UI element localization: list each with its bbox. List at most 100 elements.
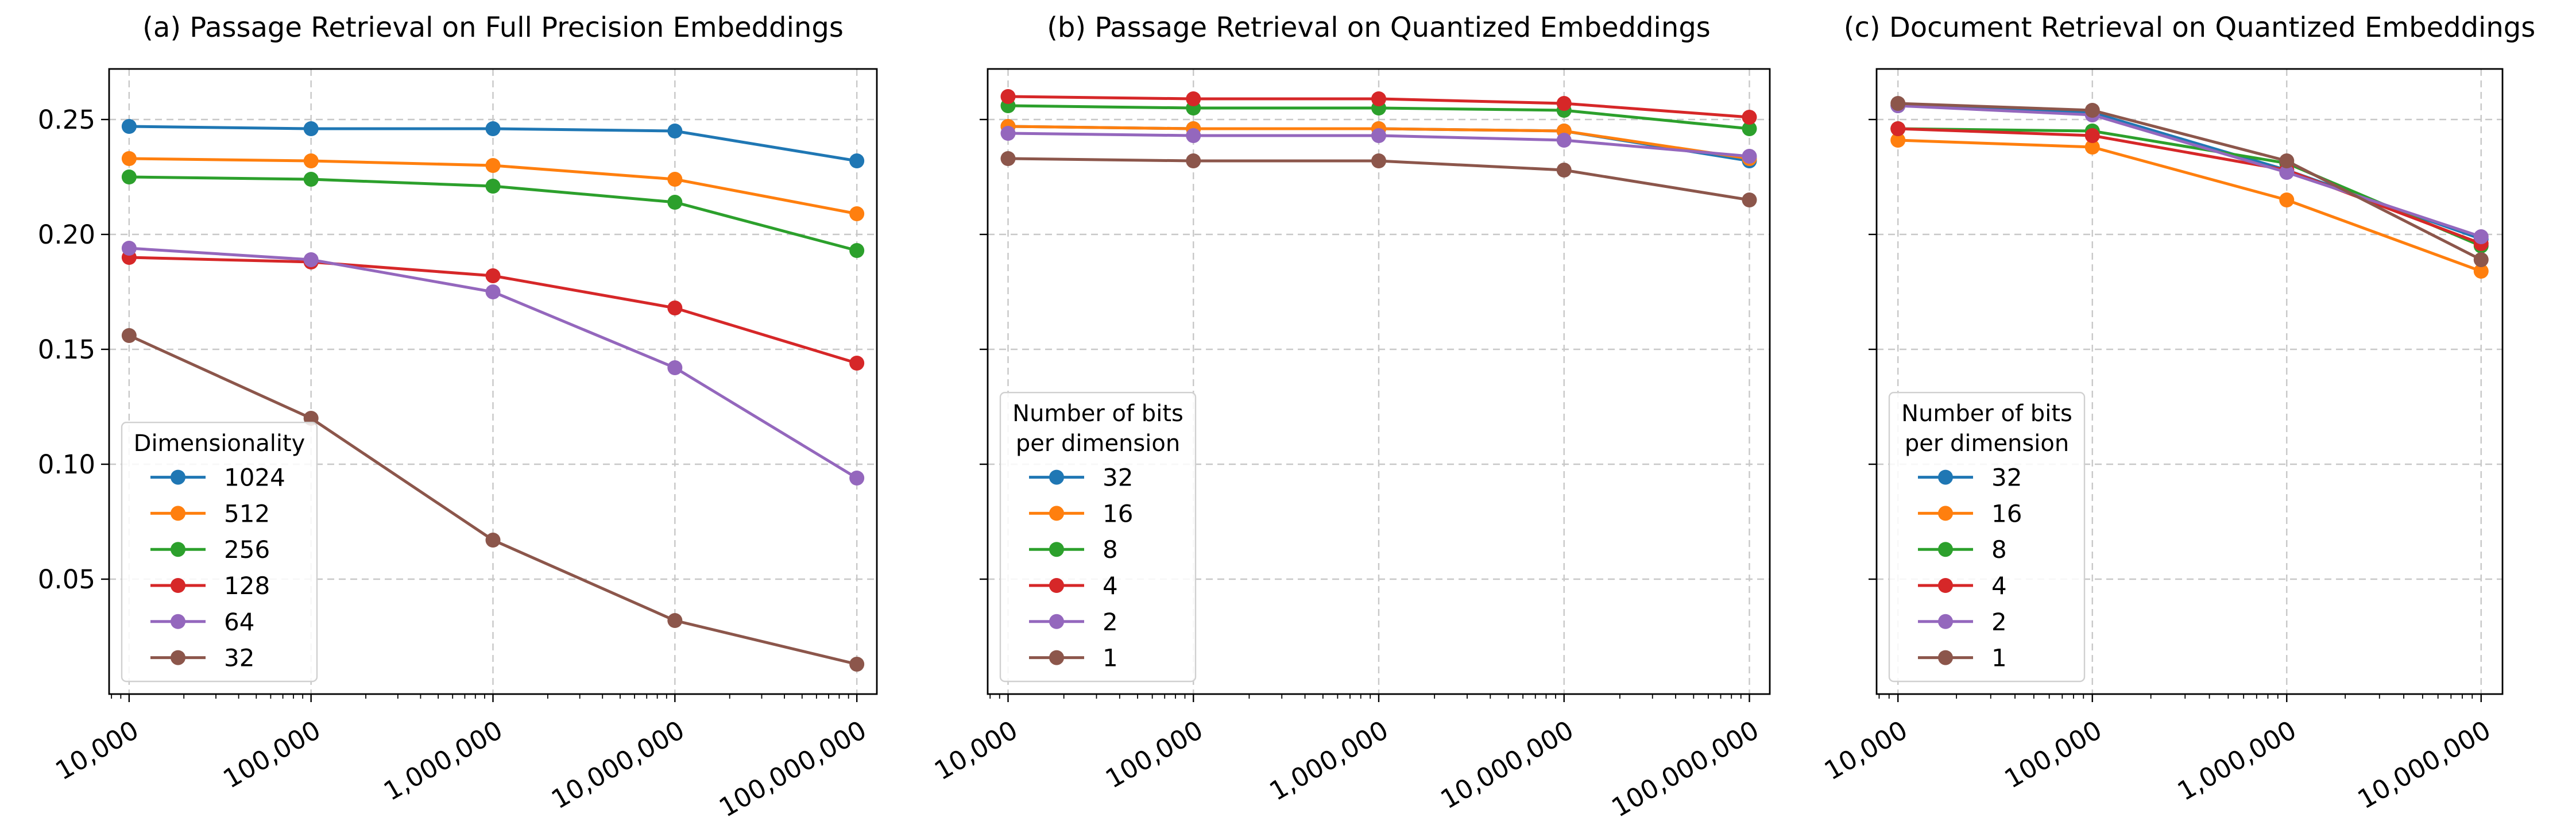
y-tick-label: 0.15 bbox=[38, 334, 95, 365]
x-tick-label: 10,000 bbox=[929, 715, 1023, 787]
legend-marker-8 bbox=[1938, 542, 1953, 557]
series-line-4 bbox=[1898, 127, 2482, 245]
legend-marker-8 bbox=[1049, 542, 1064, 557]
legend-label-32: 32 bbox=[1103, 464, 1133, 492]
data-point-1 bbox=[1742, 192, 1757, 207]
plot-frame bbox=[987, 68, 1771, 695]
data-point-1 bbox=[1890, 96, 1906, 111]
x-tick-label: 100,000 bbox=[1999, 715, 2107, 795]
chart-panel-1: (a) Passage Retrieval on Full Precision … bbox=[38, 11, 878, 823]
data-point-1 bbox=[2084, 103, 2100, 118]
legend-marker-128 bbox=[171, 578, 185, 593]
x-tick-label: 100,000,000 bbox=[714, 715, 871, 823]
legend-marker-4 bbox=[1938, 578, 1953, 593]
data-point-16 bbox=[2473, 264, 2489, 279]
legend-marker-16 bbox=[1049, 506, 1064, 521]
data-point-64 bbox=[121, 241, 137, 256]
legend-marker-2 bbox=[1938, 614, 1953, 629]
legend-label-2: 2 bbox=[1991, 608, 2007, 636]
series-line-2 bbox=[1898, 104, 2482, 238]
data-point-128 bbox=[485, 268, 501, 283]
data-point-512 bbox=[485, 158, 501, 173]
legend-label-4: 4 bbox=[1103, 572, 1118, 600]
legend-label-16: 16 bbox=[1103, 499, 1133, 527]
data-point-32 bbox=[121, 328, 137, 343]
data-point-2 bbox=[1000, 126, 1016, 141]
data-point-32 bbox=[667, 613, 683, 628]
legend-marker-4 bbox=[1049, 578, 1064, 593]
data-point-1024 bbox=[485, 121, 501, 136]
legend-title: Dimensionality bbox=[134, 430, 305, 457]
data-point-1 bbox=[2473, 252, 2489, 267]
legend-title: per dimension bbox=[1905, 430, 2069, 457]
legend-label-256: 256 bbox=[224, 535, 270, 564]
legend-box bbox=[999, 392, 1197, 683]
legend-label-128: 128 bbox=[224, 572, 270, 600]
data-point-64 bbox=[849, 471, 865, 485]
legend-title: Number of bits bbox=[1012, 400, 1183, 427]
data-point-16 bbox=[1890, 133, 1906, 148]
data-point-4 bbox=[1556, 96, 1572, 111]
data-point-16 bbox=[2084, 140, 2100, 155]
x-tick-label: 10,000 bbox=[50, 715, 144, 787]
y-tick-label: 0.05 bbox=[38, 564, 95, 595]
data-point-256 bbox=[485, 179, 501, 194]
x-tick-label: 10,000,000 bbox=[2353, 715, 2496, 815]
legend-box bbox=[121, 422, 318, 683]
data-point-32 bbox=[485, 533, 501, 548]
legend-marker-256 bbox=[171, 542, 185, 557]
data-point-512 bbox=[121, 151, 137, 166]
legend-label-32: 32 bbox=[1991, 464, 2022, 492]
legend-label-32: 32 bbox=[224, 644, 254, 672]
legend-label-64: 64 bbox=[224, 608, 254, 636]
data-point-128 bbox=[849, 356, 865, 371]
legend-marker-32 bbox=[1938, 469, 1953, 485]
legend: Dimensionality 1024 512 256 128 64 32 bbox=[121, 422, 318, 683]
data-point-512 bbox=[303, 153, 319, 168]
x-tick-label: 10,000 bbox=[1819, 715, 1913, 787]
data-point-2 bbox=[2473, 229, 2489, 244]
data-point-2 bbox=[1186, 128, 1201, 143]
data-point-4 bbox=[2084, 128, 2100, 143]
chart-title: (b) Passage Retrieval on Quantized Embed… bbox=[1047, 11, 1711, 44]
legend: Number of bits per dimension 32 16 8 4 2 1 bbox=[999, 392, 1197, 683]
data-point-1024 bbox=[121, 119, 137, 134]
chart-title: (c) Document Retrieval on Quantized Embe… bbox=[1844, 11, 2536, 44]
chart-title: (a) Passage Retrieval on Full Precision … bbox=[142, 11, 844, 44]
legend-marker-32 bbox=[171, 650, 185, 665]
series-line-1 bbox=[1898, 102, 2482, 261]
legend-label-16: 16 bbox=[1991, 499, 2022, 527]
legend-marker-32 bbox=[1049, 469, 1064, 485]
series-line-8 bbox=[1898, 127, 2482, 248]
legend-title: per dimension bbox=[1016, 430, 1180, 457]
legend-label-8: 8 bbox=[1103, 535, 1118, 564]
x-tick-label: 1,000,000 bbox=[378, 715, 508, 807]
data-point-256 bbox=[667, 195, 683, 210]
data-point-1 bbox=[2279, 153, 2295, 168]
legend-marker-2 bbox=[1049, 614, 1064, 629]
data-point-2 bbox=[1556, 133, 1572, 148]
data-point-4 bbox=[1000, 89, 1016, 104]
legend-box bbox=[1888, 392, 2086, 683]
legend-label-1024: 1024 bbox=[224, 464, 285, 492]
data-point-2 bbox=[1742, 149, 1757, 164]
legend-label-2: 2 bbox=[1103, 608, 1118, 636]
x-tick-label: 1,000,000 bbox=[2172, 715, 2302, 807]
x-tick-label: 100,000 bbox=[1100, 715, 1208, 795]
data-point-64 bbox=[667, 360, 683, 375]
data-point-4 bbox=[1371, 91, 1386, 106]
data-point-32 bbox=[849, 657, 865, 672]
x-tick-label: 10,000,000 bbox=[1436, 715, 1579, 815]
data-point-8 bbox=[1742, 121, 1757, 136]
legend-label-1: 1 bbox=[1991, 644, 2007, 672]
data-point-4 bbox=[1186, 91, 1201, 106]
x-tick-label: 1,000,000 bbox=[1264, 715, 1394, 807]
legend-label-8: 8 bbox=[1991, 535, 2007, 564]
data-point-4 bbox=[1890, 121, 1906, 136]
data-point-2 bbox=[1371, 128, 1386, 143]
series-line-16 bbox=[1898, 138, 2482, 273]
legend-marker-1 bbox=[1049, 650, 1064, 665]
legend-marker-1 bbox=[1938, 650, 1953, 665]
legend-label-512: 512 bbox=[224, 499, 270, 527]
